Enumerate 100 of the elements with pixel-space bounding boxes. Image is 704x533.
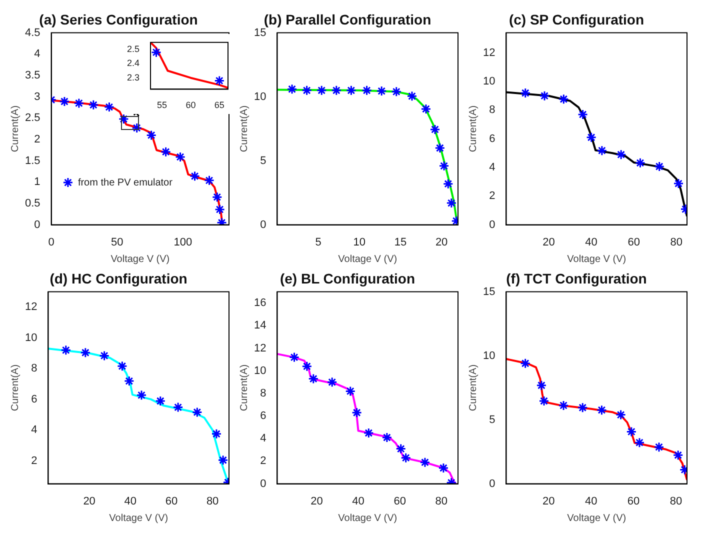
- point: [302, 85, 312, 96]
- x-tick-label: 20: [310, 495, 323, 508]
- y-tick-label: 0.5: [24, 198, 40, 210]
- x-tick-label: 0: [48, 236, 54, 248]
- y-tick-label: 0: [489, 218, 496, 231]
- y-tick-label: 2.5: [126, 44, 140, 54]
- point: [430, 124, 440, 135]
- x-tick-label: 55: [156, 100, 167, 110]
- point: [346, 85, 356, 96]
- y-tick-label: 0: [489, 478, 496, 490]
- x-tick-label: 15: [394, 236, 407, 248]
- point: [539, 90, 550, 102]
- point: [446, 198, 457, 208]
- y-tick-label: 12: [24, 301, 38, 314]
- x-tick-label: 80: [670, 495, 682, 508]
- y-tick-label: 3.5: [24, 70, 40, 82]
- x-tick-label: 20: [83, 495, 96, 508]
- x-axis-title: Voltage V (V): [338, 254, 398, 265]
- y-tick-label: 10: [482, 350, 496, 362]
- y-tick-label: 8: [489, 104, 496, 116]
- x-tick-label: 60: [627, 495, 640, 508]
- point: [654, 442, 664, 452]
- point: [160, 146, 172, 158]
- point: [99, 350, 110, 361]
- point: [616, 149, 626, 160]
- y-tick-label: 10: [254, 364, 266, 377]
- x-axis-title: Voltage V (V): [567, 512, 626, 524]
- x-axis-title: Voltage V (V): [110, 254, 170, 265]
- y-tick-label: 4: [260, 432, 266, 445]
- point: [672, 450, 684, 460]
- point: [218, 454, 228, 466]
- x-axis-title: Voltage V (V): [338, 512, 398, 524]
- y-axis-title: Current(A): [468, 364, 479, 412]
- point: [400, 452, 412, 464]
- y-tick-label: 2.3: [126, 72, 140, 82]
- point: [420, 457, 430, 468]
- point: [136, 390, 147, 400]
- x-tick-label: 80: [435, 495, 448, 508]
- point: [577, 402, 588, 413]
- y-tick-label: 6: [31, 393, 38, 406]
- y-tick-label: 6: [489, 132, 496, 145]
- point: [382, 432, 392, 443]
- point: [520, 358, 531, 369]
- point: [74, 98, 84, 108]
- point: [558, 400, 569, 411]
- y-axis-title: Current(A): [10, 364, 21, 412]
- y-tick-label: 10: [482, 76, 496, 88]
- y-tick-label: 4: [489, 162, 496, 174]
- y-tick-label: 1.5: [24, 154, 40, 167]
- y-axis-title: Current(A): [10, 105, 21, 152]
- point: [60, 344, 72, 356]
- point: [406, 90, 418, 102]
- y-tick-label: 2: [260, 455, 266, 468]
- y-tick-label: 12: [254, 342, 266, 354]
- point: [289, 352, 300, 363]
- x-tick-label: 5: [315, 236, 322, 248]
- point: [214, 204, 226, 215]
- x-tick-label: 80: [670, 236, 682, 248]
- point: [634, 158, 646, 168]
- point: [362, 85, 372, 96]
- y-tick-label: 15: [254, 26, 266, 39]
- y-tick-label: 4: [34, 48, 40, 60]
- y-tick-label: 1: [34, 176, 40, 188]
- x-tick-label: 60: [628, 236, 640, 248]
- point: [536, 380, 547, 391]
- y-tick-label: 8: [31, 362, 38, 375]
- y-tick-label: 0: [34, 218, 40, 231]
- x-tick-label: 40: [585, 236, 598, 248]
- x-tick-label: 20: [542, 495, 555, 508]
- point: [520, 88, 531, 98]
- x-tick-label: 20: [542, 236, 555, 248]
- point: [626, 426, 637, 437]
- point: [438, 160, 450, 172]
- point: [538, 396, 550, 406]
- y-tick-label: 0: [260, 218, 266, 231]
- y-axis-title: Current(A): [238, 105, 250, 152]
- point: [578, 109, 588, 120]
- y-tick-label: 4: [31, 424, 38, 436]
- point: [352, 407, 362, 418]
- x-tick-label: 40: [124, 495, 137, 508]
- point: [654, 161, 665, 172]
- x-tick-label: 40: [352, 495, 364, 508]
- point: [124, 376, 134, 386]
- point: [616, 410, 626, 420]
- point: [118, 114, 129, 124]
- point: [155, 396, 166, 406]
- point: [596, 404, 607, 416]
- y-axis-title: Current(A): [238, 364, 250, 412]
- legend-label: from the PV emulator: [78, 177, 174, 188]
- chart-title: (a) Series Configuration: [39, 11, 198, 28]
- x-tick-label: 65: [214, 100, 224, 110]
- point: [438, 462, 449, 474]
- point: [442, 178, 454, 190]
- point: [175, 152, 186, 162]
- point: [172, 402, 184, 413]
- point: [420, 104, 432, 114]
- chart-title: (b) Parallel Configuration: [264, 11, 432, 28]
- x-tick-label: 60: [165, 495, 178, 508]
- point: [363, 428, 374, 438]
- y-tick-label: 16: [254, 297, 266, 310]
